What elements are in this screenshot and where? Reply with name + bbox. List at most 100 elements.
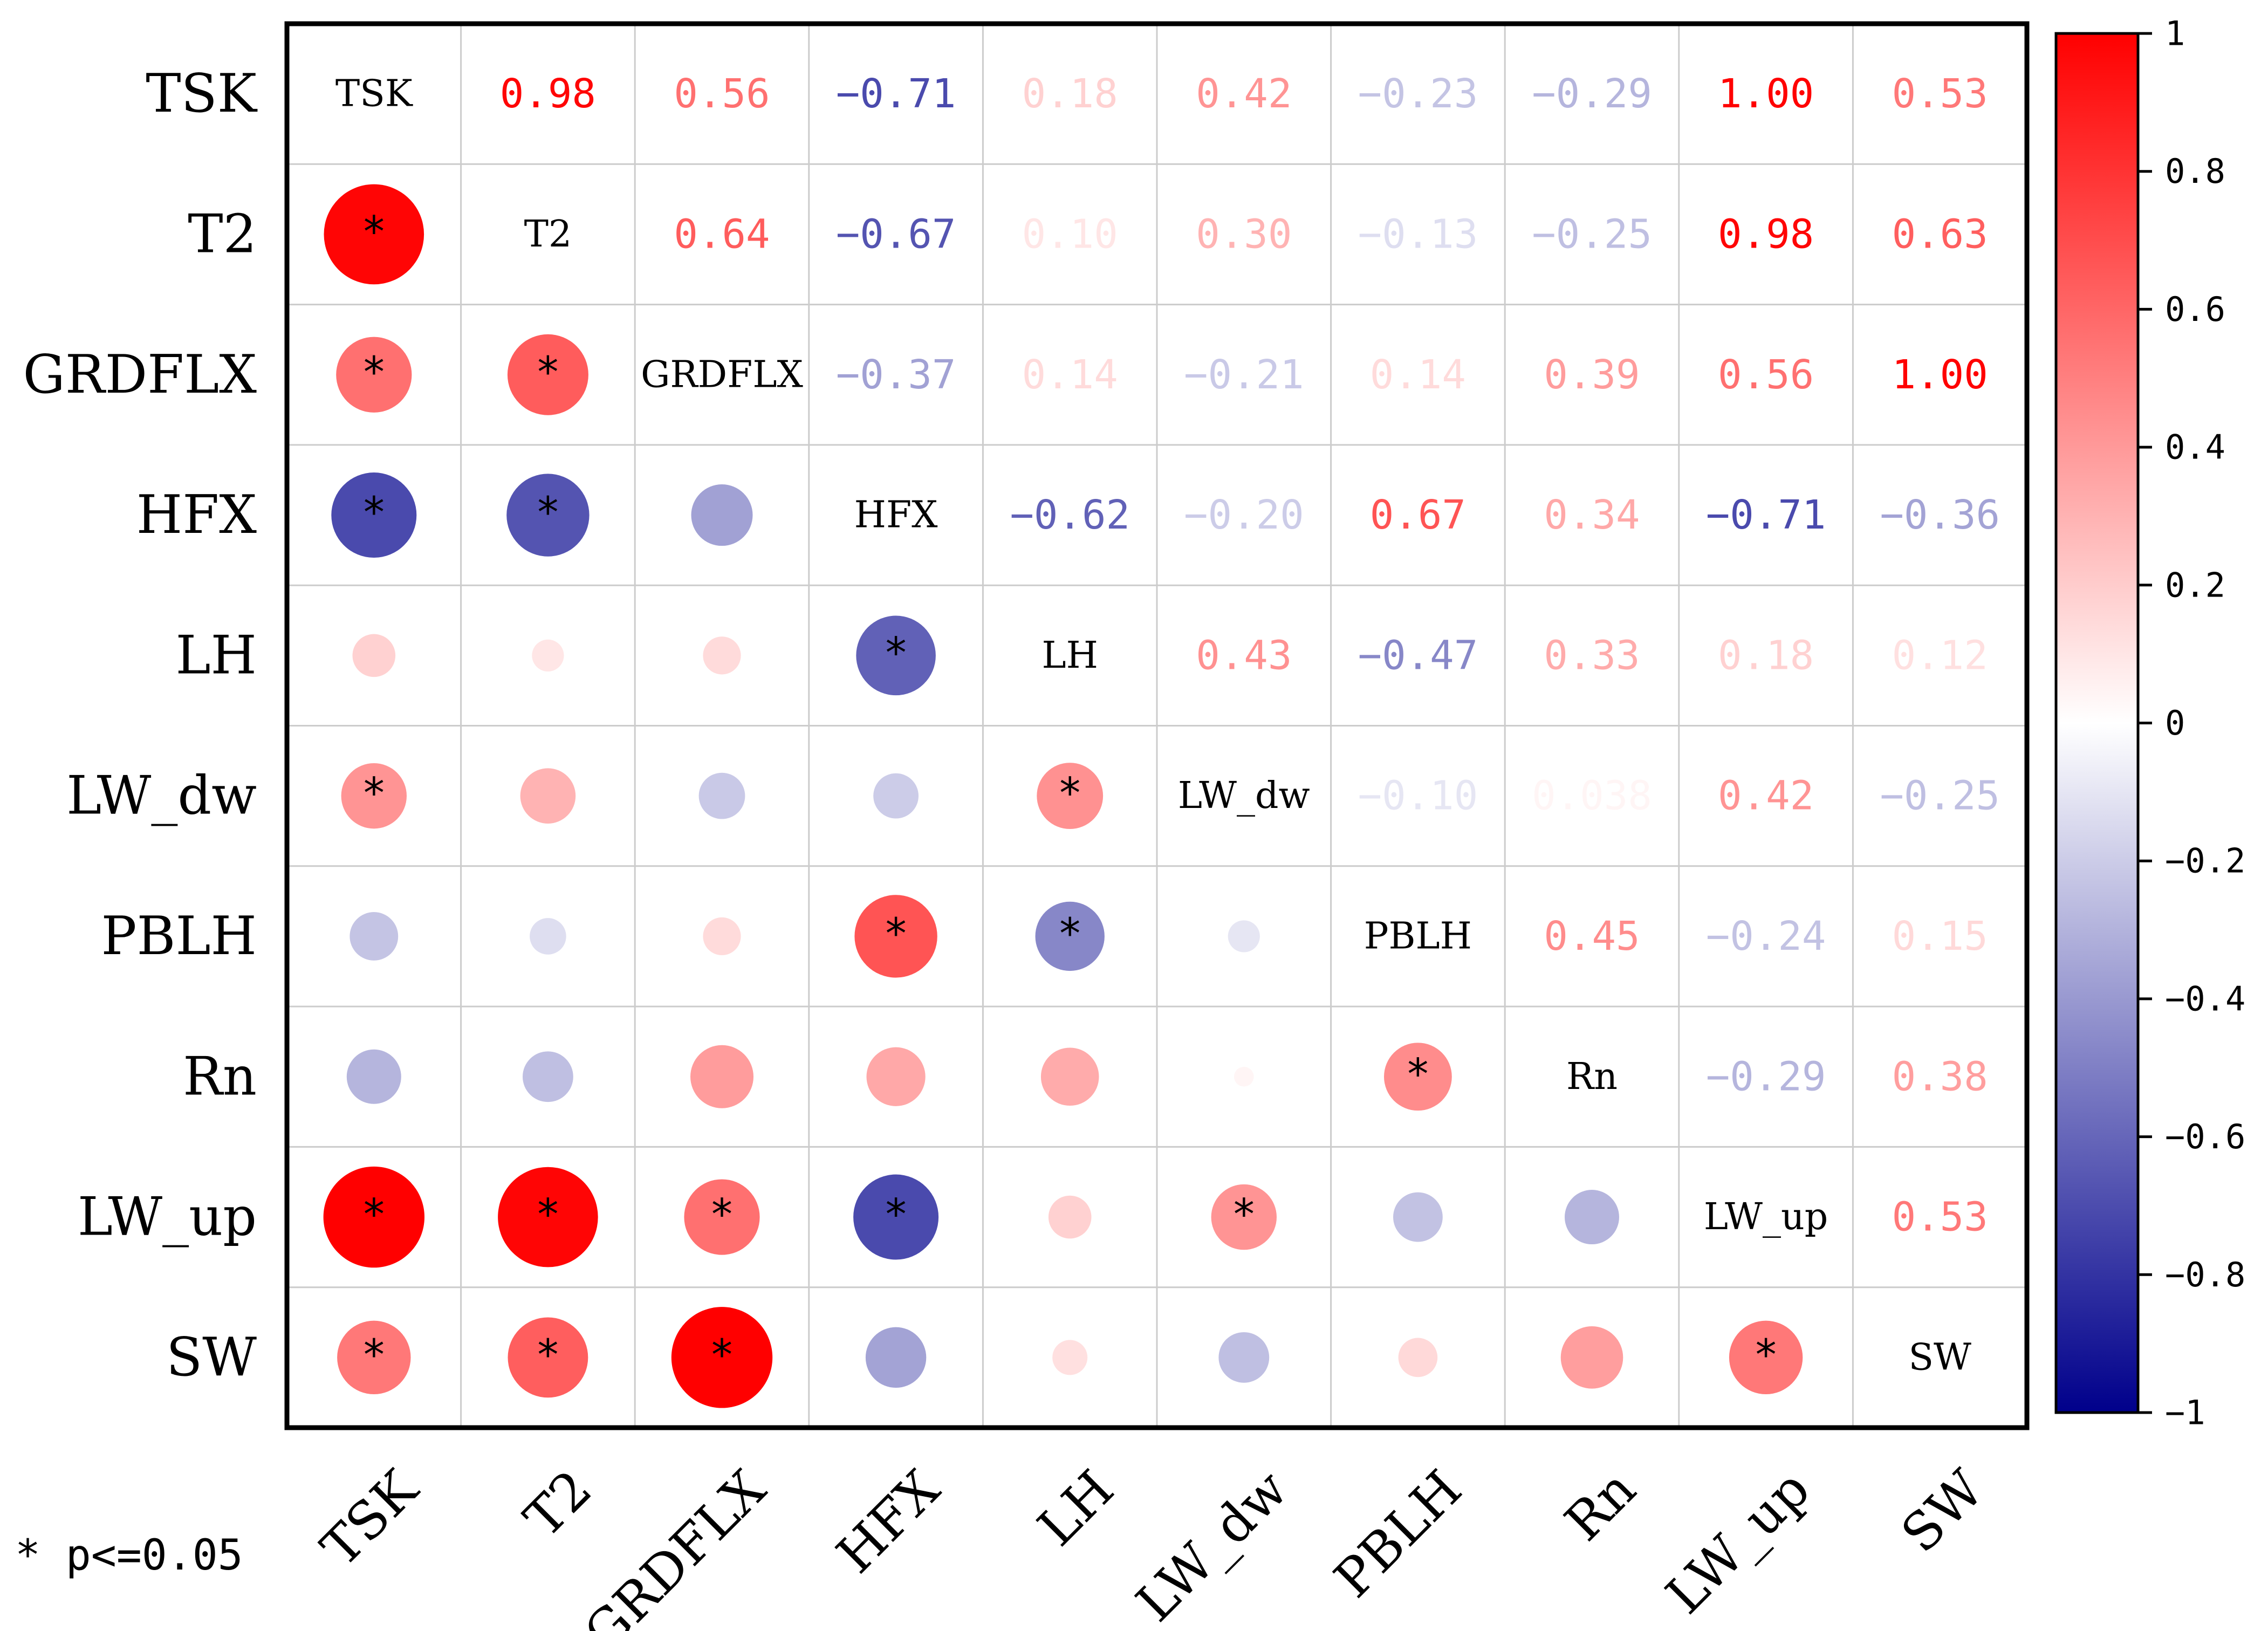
correlation-value: −0.10: [1358, 773, 1478, 819]
correlation-value: 0.63: [1892, 211, 1988, 257]
correlation-value: 1.00: [1718, 71, 1814, 117]
correlation-value: 1.00: [1892, 352, 1988, 398]
colorbar-tick-label: −1: [2165, 1393, 2205, 1433]
significance-star: *: [1231, 1191, 1257, 1239]
colorbar-tick-label: −0.4: [2165, 979, 2245, 1018]
significance-note: * p<=0.05: [15, 1531, 243, 1580]
correlation-circle: [532, 639, 564, 671]
significance-star: *: [1057, 910, 1082, 958]
significance-star: *: [535, 489, 560, 537]
correlation-circle: [1228, 920, 1260, 952]
correlation-value: −0.29: [1706, 1053, 1826, 1100]
column-label: Rn: [1553, 1458, 1647, 1552]
column-label: HFX: [825, 1458, 951, 1585]
diagonal-label: SW: [1908, 1336, 1971, 1379]
significance-star: *: [535, 1331, 560, 1380]
lower-triangle-circles: * * * * * * * * * * * * * * * * * * * *: [323, 184, 1803, 1408]
correlation-value: 0.98: [1718, 211, 1814, 257]
significance-star: *: [1057, 770, 1082, 818]
correlation-value: −0.20: [1184, 492, 1304, 538]
correlation-value: −0.36: [1880, 492, 2000, 538]
significance-star: *: [535, 1191, 560, 1239]
correlation-circle: [691, 484, 753, 546]
correlation-circle: [508, 1317, 588, 1398]
correlation-circle: [1565, 1190, 1619, 1245]
correlation-circle: [498, 1167, 598, 1267]
diagonal-label: LW_up: [1704, 1196, 1828, 1238]
significance-star: *: [361, 770, 387, 818]
colorbar-tick-label: 0.2: [2165, 565, 2225, 605]
row-label: LW_dw: [66, 765, 257, 827]
correlation-value: 0.14: [1370, 352, 1466, 398]
column-label: LH: [1026, 1458, 1125, 1557]
correlation-circle: [1560, 1326, 1623, 1389]
correlation-value: 0.30: [1196, 211, 1292, 257]
correlation-value: 0.33: [1544, 632, 1640, 679]
diagonal-label: PBLH: [1364, 915, 1472, 957]
correlation-value: 0.15: [1892, 913, 1988, 960]
colorbar-tick-label: −0.6: [2165, 1117, 2245, 1156]
correlation-circle: [703, 917, 741, 956]
correlation-value: 0.14: [1022, 352, 1118, 398]
row-label: TSK: [146, 63, 258, 125]
correlation-circle: [1048, 1195, 1092, 1239]
colorbar-tick-label: −0.2: [2165, 841, 2245, 881]
correlation-value: −0.25: [1532, 211, 1652, 257]
diagonal-label: GRDFLX: [641, 353, 803, 396]
diagonal-label: HFX: [854, 494, 938, 537]
colorbar-tick-label: −0.8: [2165, 1255, 2245, 1294]
significance-star: *: [709, 1331, 735, 1380]
significance-star: *: [361, 1331, 387, 1380]
correlation-circle: [350, 912, 399, 961]
correlation-value: −0.67: [836, 211, 956, 257]
correlation-value: 0.64: [674, 211, 770, 257]
correlation-circle: [703, 636, 741, 675]
colorbar-tick-label: 0: [2165, 703, 2185, 743]
column-label: LW_up: [1654, 1458, 1821, 1625]
correlation-circle: [530, 918, 566, 955]
significance-star: *: [361, 1191, 387, 1239]
correlation-value: 0.56: [1718, 352, 1814, 398]
colorbar-gradient: [2054, 32, 2140, 1414]
correlation-value: 0.45: [1544, 913, 1640, 960]
colorbar-tick-label: 1: [2165, 14, 2185, 53]
row-label: PBLH: [101, 906, 257, 967]
colorbar-tick-label: 0.4: [2165, 428, 2225, 467]
column-label: T2: [513, 1458, 604, 1549]
correlation-value: 0.56: [674, 71, 770, 117]
correlation-circle: [671, 1307, 773, 1408]
diagonal-label: Rn: [1566, 1056, 1618, 1098]
correlation-value: −0.24: [1706, 913, 1826, 960]
correlation-circle: [331, 472, 417, 558]
correlation-value: 0.34: [1544, 492, 1640, 538]
correlation-circle: [1398, 1338, 1438, 1378]
significance-star: *: [361, 489, 387, 537]
correlation-circle: [1211, 1184, 1277, 1250]
correlation-circle: [523, 1051, 573, 1102]
diagonal-label: TSK: [335, 73, 413, 115]
correlation-value: −0.29: [1532, 71, 1652, 117]
correlation-circle: [698, 772, 745, 819]
correlation-circle: [1384, 1043, 1452, 1111]
correlation-circle: [337, 1320, 411, 1395]
correlation-circle: [684, 1179, 760, 1255]
correlation-circle: [866, 1047, 926, 1106]
correlation-circle: [690, 1045, 753, 1108]
correlation-value: 0.18: [1718, 632, 1814, 679]
correlation-circle: [856, 615, 936, 696]
correlation-circle: [346, 1049, 401, 1104]
correlation-circle: [854, 895, 937, 978]
correlation-value: 0.67: [1370, 492, 1466, 538]
correlation-circle: [1218, 1332, 1270, 1383]
correlation-circle: [507, 334, 588, 415]
row-label: Rn: [183, 1046, 257, 1107]
correlation-value: −0.37: [836, 352, 956, 398]
diagonal-label: LW_dw: [1178, 775, 1310, 817]
correlation-value: 0.42: [1718, 773, 1814, 819]
correlation-circle: [865, 1327, 927, 1388]
significance-star: *: [883, 910, 909, 958]
column-label: TSK: [310, 1458, 430, 1578]
correlation-circle: [1052, 1340, 1088, 1375]
correlation-circle: [1234, 1066, 1254, 1087]
